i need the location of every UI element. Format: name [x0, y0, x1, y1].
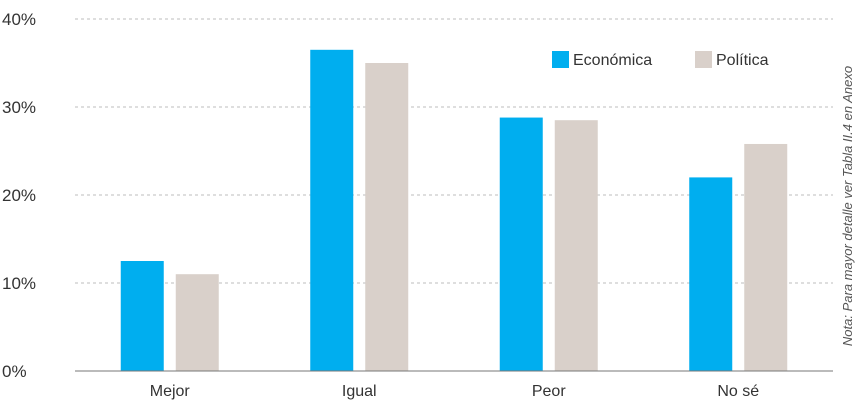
side-note: Nota: Para mayor detalle ver Tabla II.4 …: [840, 66, 855, 346]
bar-económica-1: [310, 49, 354, 372]
bar-política-1: [365, 63, 409, 371]
y-tick-label: 20%: [2, 186, 36, 205]
y-axis-tick-labels: 0% 10% 20% 30% 40%: [2, 10, 36, 381]
bar-política-3: [744, 143, 788, 371]
y-tick-label: 0%: [2, 362, 27, 381]
legend-swatch: [552, 51, 569, 68]
y-tick-label: 10%: [2, 274, 36, 293]
x-category-label: Mejor: [150, 383, 191, 400]
x-category-label: Igual: [342, 383, 377, 400]
bar-política-0: [175, 274, 219, 371]
y-tick-label: 40%: [2, 10, 36, 29]
x-category-label: No sé: [717, 383, 759, 400]
legend-label: Política: [716, 52, 769, 69]
legend-label: Económica: [573, 52, 652, 69]
y-tick-label: 30%: [2, 98, 36, 117]
legend-swatch: [695, 51, 712, 68]
bar-económica-0: [120, 261, 164, 371]
x-axis-category-labels: Mejor Igual Peor No sé: [150, 383, 760, 400]
bars: [120, 49, 788, 372]
bar-económica-3: [689, 177, 733, 371]
x-category-label: Peor: [532, 383, 566, 400]
legend: Económica Política: [552, 51, 769, 69]
bar-política-2: [554, 120, 598, 371]
bar-económica-2: [499, 117, 543, 371]
